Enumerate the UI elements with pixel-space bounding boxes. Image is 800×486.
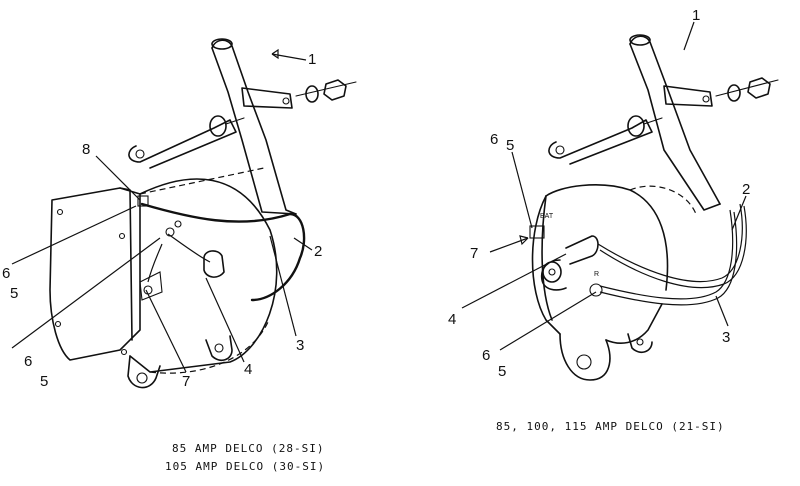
left-caption-line-1: 85 AMP DELCO (28-SI) — [172, 442, 324, 455]
left-callout-6a: 6 — [2, 265, 10, 282]
right-callout-5b: 5 — [498, 363, 506, 380]
right-callouts: 1 6 5 2 7 4 3 6 5 — [448, 7, 750, 380]
right-callout-3: 3 — [722, 329, 730, 346]
left-callout-2: 2 — [314, 243, 322, 260]
left-leader-lines — [11, 48, 313, 373]
left-callout-5b: 5 — [40, 373, 48, 390]
right-callout-7: 7 — [470, 245, 478, 262]
right-leader-lines — [461, 21, 747, 351]
right-adjust-strap — [548, 115, 663, 165]
right-callout-6a: 6 — [490, 131, 498, 148]
right-callout-4: 4 — [448, 311, 456, 328]
left-callout-8: 8 — [82, 141, 90, 158]
right-alternator: BAT R 1 6 5 2 7 4 3 6 5 — [448, 7, 779, 433]
left-bolt-nut — [295, 79, 357, 103]
left-callout-4: 4 — [244, 361, 252, 378]
left-callout-3: 3 — [296, 337, 304, 354]
left-housing — [49, 167, 278, 389]
right-housing: BAT R — [529, 184, 697, 381]
right-mounting-bracket — [629, 34, 721, 211]
left-caption-line-2: 105 AMP DELCO (30-SI) — [165, 460, 325, 473]
left-callout-5a: 5 — [10, 285, 18, 302]
left-callout-7: 7 — [182, 373, 190, 390]
right-bolt-nut — [715, 77, 779, 102]
right-callout-1: 1 — [692, 7, 700, 24]
right-wiring-harness — [597, 203, 747, 306]
left-callout-1: 1 — [308, 51, 316, 68]
right-callout-5a: 5 — [506, 137, 514, 154]
left-alternator: 1 8 2 6 5 3 6 5 7 4 85 AMP DELCO (28-SI)… — [2, 38, 357, 473]
left-callout-6b: 6 — [24, 353, 32, 370]
left-mounting-bracket — [211, 38, 297, 215]
left-callouts: 1 8 2 6 5 3 6 5 7 4 — [2, 51, 322, 390]
right-callout-6b: 6 — [482, 347, 490, 364]
right-terminal-r-label: R — [594, 271, 599, 278]
right-callout-2: 2 — [742, 181, 750, 198]
right-caption: 85, 100, 115 AMP DELCO (21-SI) — [496, 420, 725, 433]
left-wiring-harness — [137, 195, 306, 302]
left-adjust-strap — [128, 115, 245, 169]
right-terminal-bat-label: BAT — [540, 213, 554, 220]
